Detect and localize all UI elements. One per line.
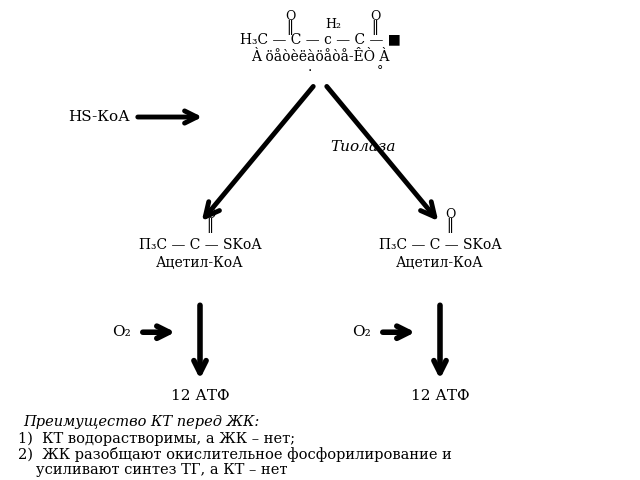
Text: Ацетил-КоА: Ацетил-КоА xyxy=(156,256,244,270)
Text: усиливают синтез ТГ, а КТ – нет: усиливают синтез ТГ, а КТ – нет xyxy=(36,463,287,477)
Text: O₂: O₂ xyxy=(112,325,131,339)
Text: ‖: ‖ xyxy=(207,218,214,233)
Text: O: O xyxy=(285,10,295,23)
Text: HS-КоА: HS-КоА xyxy=(68,110,130,124)
Text: ·: · xyxy=(308,64,312,78)
Text: П₃С — С — SKоА: П₃С — С — SKоА xyxy=(379,238,501,252)
Text: °: ° xyxy=(377,64,383,77)
Text: ‖: ‖ xyxy=(447,218,454,233)
Text: 1)  КТ водорастворимы, а ЖК – нет;: 1) КТ водорастворимы, а ЖК – нет; xyxy=(18,432,295,446)
Text: ‖: ‖ xyxy=(371,20,378,35)
Text: Преимущество КТ перед ЖК:: Преимущество КТ перед ЖК: xyxy=(23,415,259,429)
Text: O: O xyxy=(370,10,380,23)
Text: O: O xyxy=(205,208,215,221)
Text: ‖: ‖ xyxy=(287,20,294,35)
Text: Тиолаза: Тиолаза xyxy=(330,140,396,154)
Text: 12 АТФ: 12 АТФ xyxy=(411,389,469,403)
Text: H₃C — C — c — C — ■: H₃C — C — c — C — ■ xyxy=(239,33,401,47)
Text: O: O xyxy=(445,208,455,221)
Text: À öåòèëàöåòå-ÊÒ À: À öåòèëàöåòå-ÊÒ À xyxy=(251,49,389,63)
Text: 12 АТФ: 12 АТФ xyxy=(171,389,229,403)
Text: 2)  ЖК разобщают окислительное фосфорилирование и: 2) ЖК разобщают окислительное фосфорилир… xyxy=(18,447,452,462)
Text: O₂: O₂ xyxy=(352,325,371,339)
Text: П₃С — С — SKоА: П₃С — С — SKоА xyxy=(139,238,261,252)
Text: H₂: H₂ xyxy=(325,18,341,31)
Text: Ацетил-КоА: Ацетил-КоА xyxy=(396,256,484,270)
